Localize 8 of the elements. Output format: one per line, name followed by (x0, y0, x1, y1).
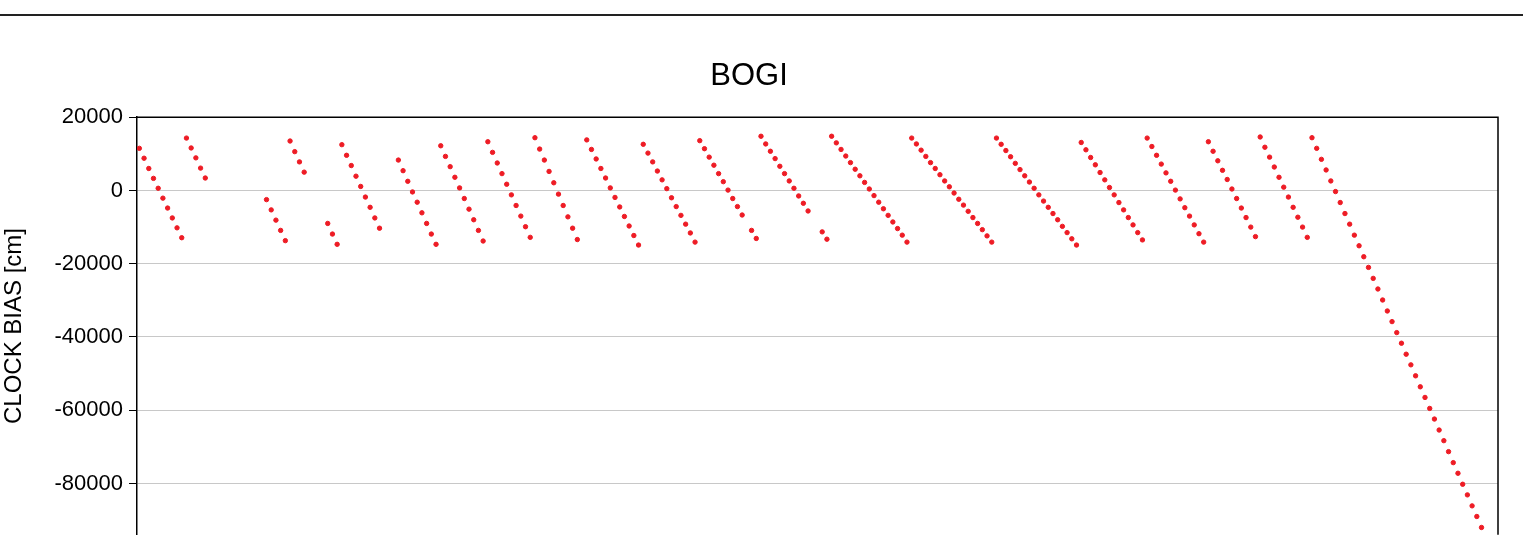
chart-title: BOGI (710, 57, 788, 93)
y-tick-label: 0 (110, 176, 123, 202)
y-tick-label: -80000 (54, 469, 123, 495)
y-tick-label: 20000 (61, 103, 123, 129)
y-tick-label: -60000 (54, 396, 123, 422)
y-tick-label: -20000 (54, 249, 123, 275)
y-axis-title: CLOCK BIAS [cm] (0, 227, 27, 425)
y-tick-label: -40000 (54, 323, 123, 349)
